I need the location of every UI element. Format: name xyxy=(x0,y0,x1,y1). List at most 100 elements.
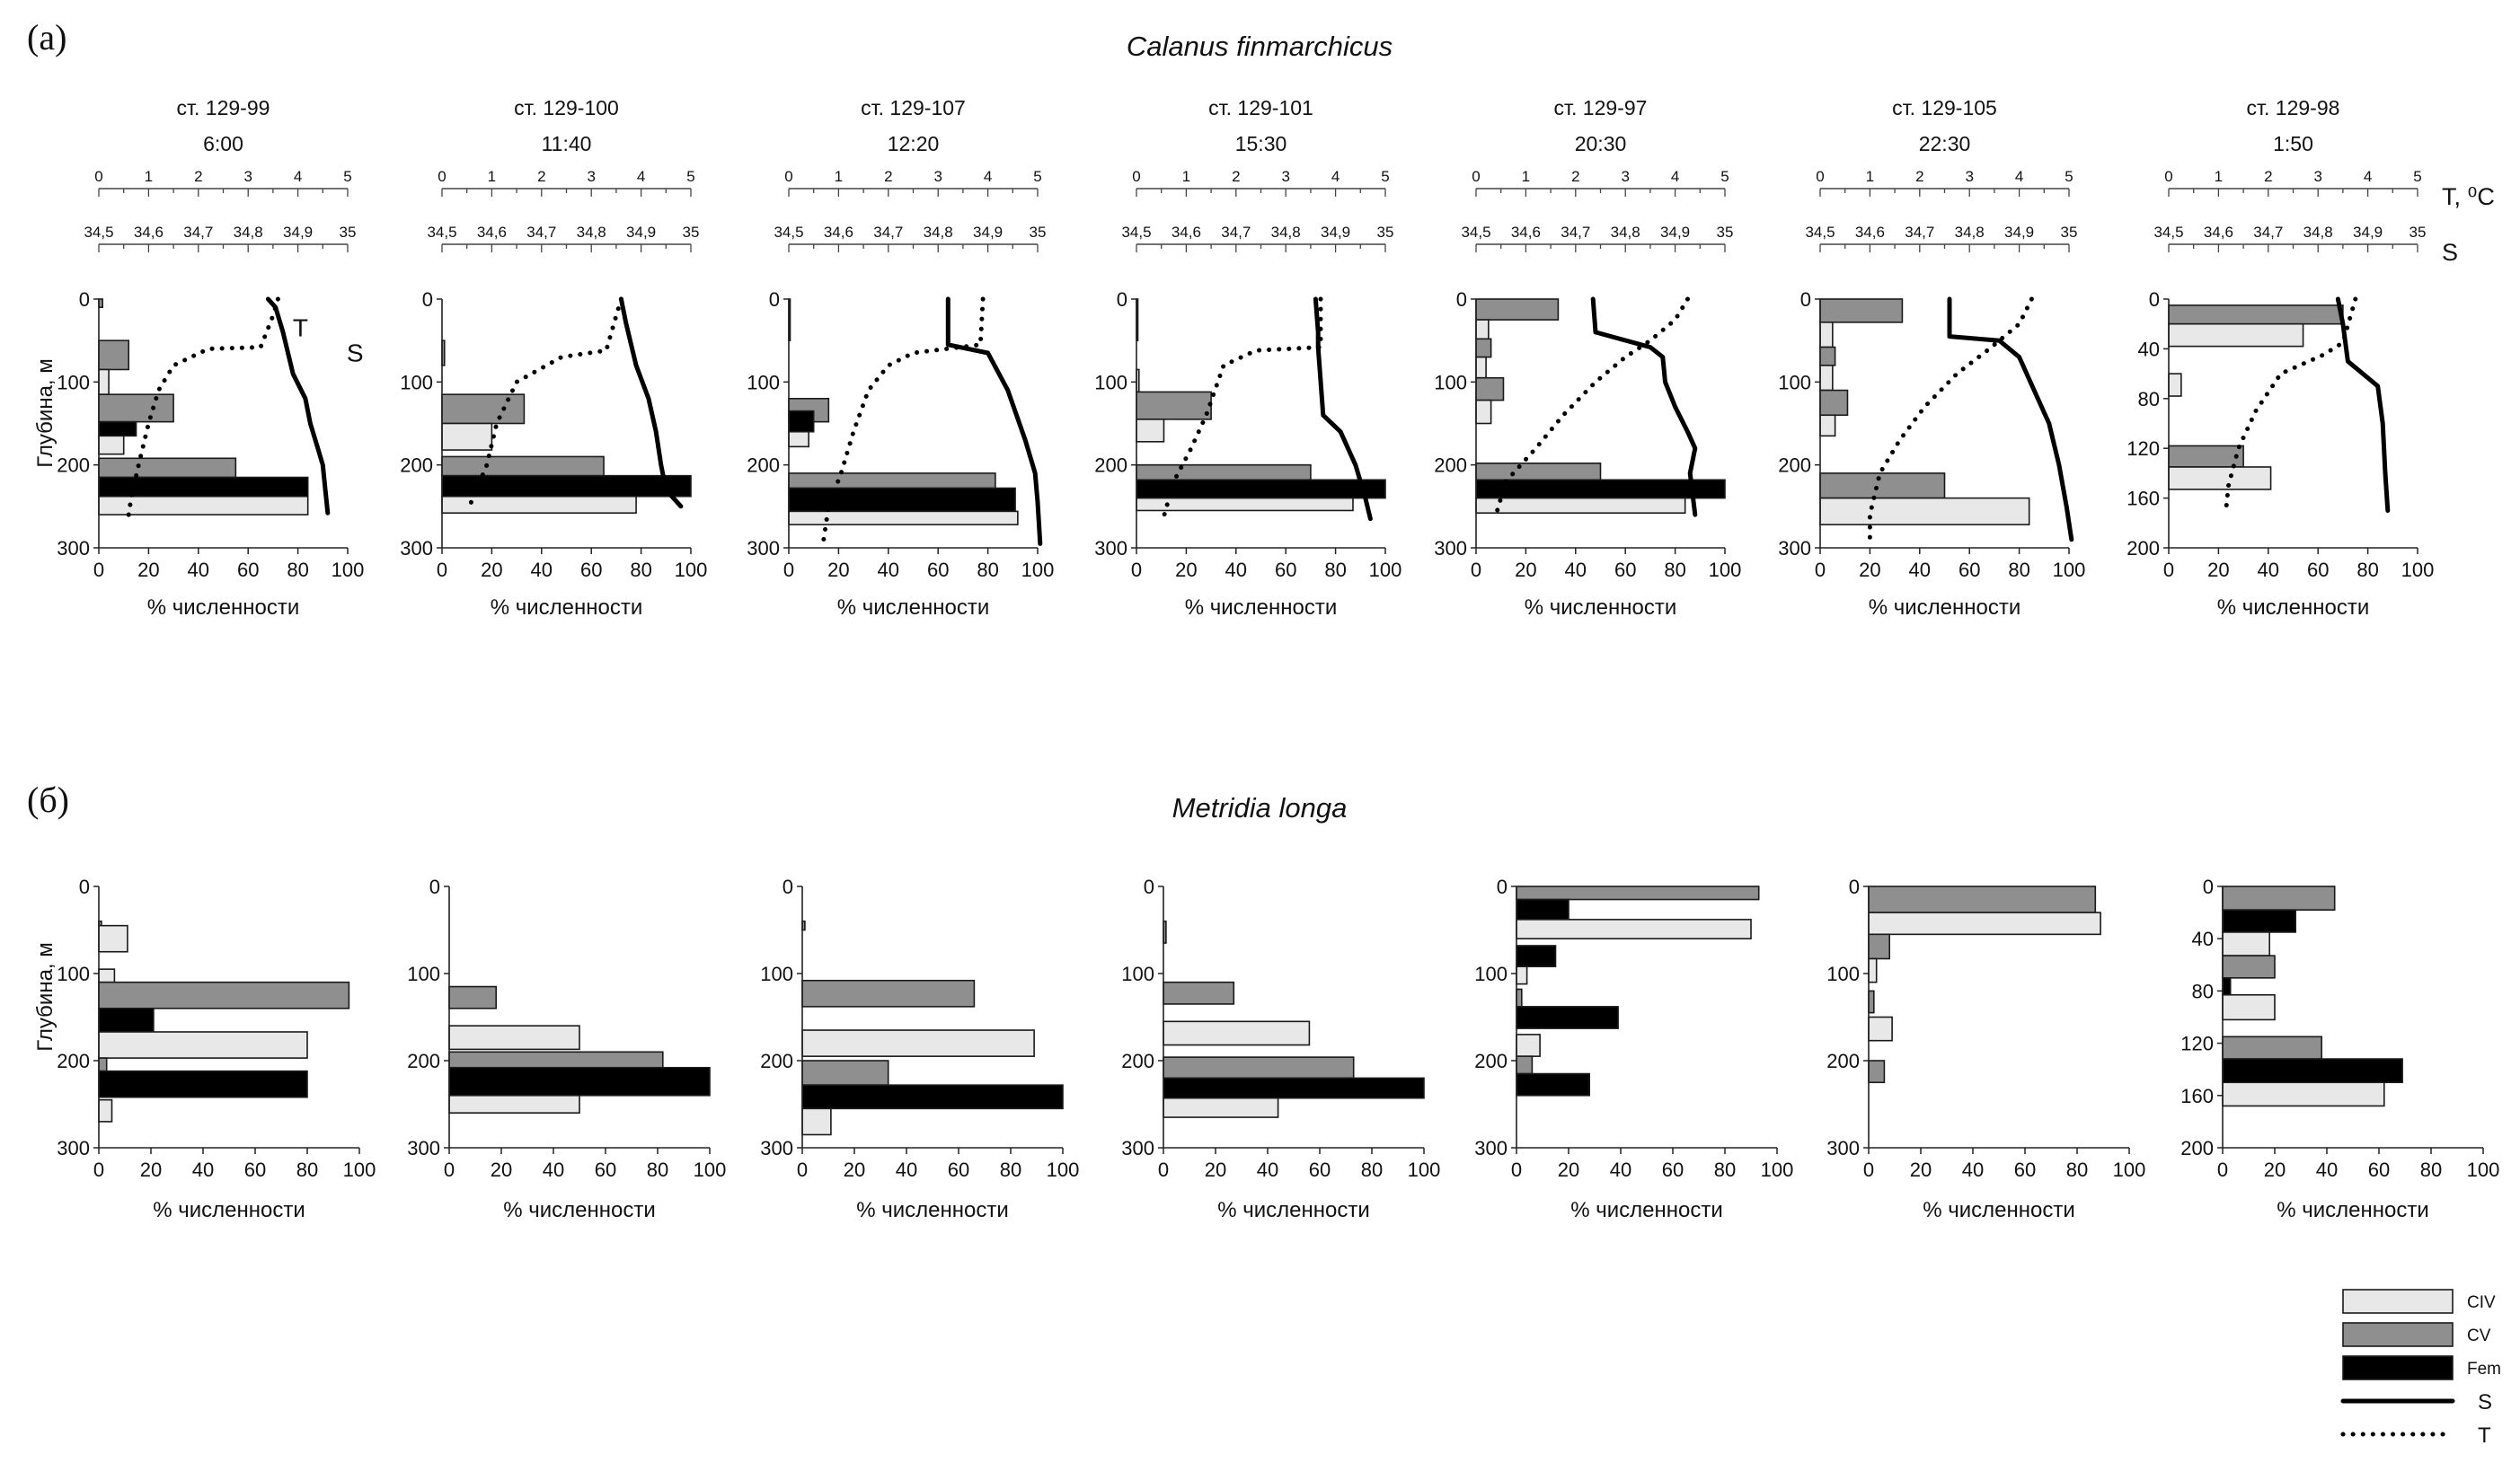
metridia-bar-fem-4 xyxy=(1163,1077,1425,1099)
salinity-scale-tick-label: 34,5 xyxy=(1121,224,1151,241)
calanus-x-axis-label: % численности xyxy=(491,595,643,620)
station-a-2: ст. 129-100 11:40 0 1 2 3 4 5 34,5 34,6 34,7 34,8 34… xyxy=(400,96,707,620)
salinity-scale-tick-label: 34,9 xyxy=(1660,224,1690,241)
temperature-scale-tick-label: 3 xyxy=(243,168,252,185)
calanus-y-tick-label: 100 xyxy=(1778,371,1811,393)
metridia-bar-cv-0 xyxy=(1868,886,2097,913)
calanus-bar-cv-3 xyxy=(441,455,605,477)
metridia-bar-cv-0 xyxy=(1516,886,1760,901)
calanus-y-tick-label: 100 xyxy=(57,371,90,393)
metridia-x-tick-label: 60 xyxy=(1662,1159,1684,1181)
calanus-y-tick-label: 300 xyxy=(747,537,780,560)
station-id-label: ст. 129-107 xyxy=(861,96,966,119)
metridia-y-tick-label: 0 xyxy=(429,876,440,898)
metridia-x-axis-label: % численности xyxy=(856,1198,1009,1222)
calanus-x-tick-label: 60 xyxy=(1614,559,1636,581)
panel-a-label: (а) xyxy=(27,17,66,57)
temperature-scale-tick-label: 5 xyxy=(2413,168,2421,185)
metridia-bar-civ-1 xyxy=(98,924,128,953)
calanus-bar-cv-6 xyxy=(1475,463,1602,481)
calanus-bar-cv-0 xyxy=(2168,304,2344,325)
calanus-y-tick-label: 0 xyxy=(1800,288,1811,311)
calanus-bar-fem-4 xyxy=(98,420,137,437)
metridia-bar-civ-8 xyxy=(98,1098,113,1123)
metridia-x-tick-label: 0 xyxy=(1158,1159,1169,1181)
legend-swatch-civ xyxy=(2342,1289,2454,1314)
metridia-x-tick-label: 20 xyxy=(1558,1159,1579,1181)
calanus-bar-civ-4 xyxy=(2168,466,2272,490)
temperature-scale-tick-label: 3 xyxy=(933,168,942,185)
depth-axis-label-b: Глубина, м xyxy=(33,942,57,1052)
calanus-bar-civ-5 xyxy=(1475,399,1492,425)
metridia-bar-fem-1 xyxy=(1516,898,1569,921)
calanus-bar-cv-4 xyxy=(1819,389,1849,417)
calanus-x-tick-label: 20 xyxy=(137,559,159,581)
salinity-scale-tick-label: 34,7 xyxy=(526,224,556,241)
legend-label: CIV xyxy=(2467,1293,2496,1312)
calanus-bar-cv-3 xyxy=(2168,445,2244,468)
salinity-scale-tick-label: 34,7 xyxy=(1905,224,1934,241)
metridia-y-tick-label: 300 xyxy=(1474,1137,1508,1159)
temperature-scale-tick-label: 0 xyxy=(1132,168,1140,185)
calanus-bar-civ-1 xyxy=(2168,322,2304,348)
calanus-x-tick-label: 40 xyxy=(878,559,899,581)
metridia-bar-cv-1 xyxy=(1163,981,1235,1005)
calanus-bar-cv-0 xyxy=(1475,298,1560,321)
calanus-x-tick-label: 40 xyxy=(188,559,209,581)
salinity-scale-tick-label: 34,9 xyxy=(283,224,313,241)
salinity-scale-tick-label: 34,9 xyxy=(1321,224,1350,241)
salinity-scale-tick-label: 34,6 xyxy=(1855,224,1885,241)
metridia-y-tick-label: 80 xyxy=(2192,980,2214,1002)
calanus-y-tick-label: 120 xyxy=(2127,437,2160,460)
calanus-bar-civ-3 xyxy=(1819,365,1834,392)
metridia-x-tick-label: 80 xyxy=(1361,1159,1383,1181)
calanus-x-tick-label: 40 xyxy=(531,559,553,581)
plots-group: ст. 129-99 6:00 0 1 2 3 4 5 34,5 34,6 34,7 34,8 34,9… xyxy=(57,96,2499,1222)
salinity-scale-tick-label: 34,8 xyxy=(1955,224,1985,241)
salinity-scale-tick-label: 35 xyxy=(1377,224,1394,241)
metridia-y-tick-label: 300 xyxy=(407,1137,440,1159)
metridia-x-tick-label: 0 xyxy=(444,1159,455,1181)
metridia-bar-fem-7 xyxy=(2222,1058,2403,1084)
metridia-x-tick-label: 0 xyxy=(93,1159,104,1181)
calanus-y-tick-label: 300 xyxy=(1434,537,1467,560)
metridia-y-tick-label: 200 xyxy=(2180,1137,2214,1159)
salinity-scale-tick-label: 34,8 xyxy=(924,224,953,241)
salinity-scale-tick-label: 35 xyxy=(340,224,357,241)
metridia-x-tick-label: 100 xyxy=(2113,1159,2146,1181)
calanus-y-tick-label: 200 xyxy=(1434,454,1467,477)
station-a-5: ст. 129-97 20:30 0 1 2 3 4 5 34,5 34,6 34,7 34,8 34,… xyxy=(1434,96,1741,620)
species-title-a: Calanus finmarchicus xyxy=(1127,31,1393,62)
annotation-s: S xyxy=(347,339,364,366)
calanus-x-tick-label: 40 xyxy=(1225,559,1247,581)
temperature-scale-tick-label: 2 xyxy=(1232,168,1240,185)
metridia-x-tick-label: 100 xyxy=(1761,1159,1794,1181)
calanus-bar-cv-1 xyxy=(441,393,526,425)
calanus-x-axis-label: % численности xyxy=(1185,595,1338,620)
legend: CIV CV Fem ST xyxy=(2340,1289,2501,1448)
legend-item-s: S xyxy=(2340,1390,2492,1415)
calanus-bar-civ-1 xyxy=(1475,319,1490,340)
metridia-x-tick-label: 60 xyxy=(595,1159,616,1181)
metridia-x-tick-label: 0 xyxy=(1511,1159,1522,1181)
calanus-y-tick-label: 100 xyxy=(1434,371,1467,393)
metridia-x-tick-label: 100 xyxy=(1408,1159,1441,1181)
temperature-scale-tick-label: 5 xyxy=(1720,168,1729,185)
metridia-y-tick-label: 100 xyxy=(1121,963,1154,985)
station-a-1: ст. 129-99 6:00 0 1 2 3 4 5 34,5 34,6 34,7 34,8 34,9… xyxy=(57,96,364,620)
calanus-x-tick-label: 100 xyxy=(1709,559,1742,581)
metridia-x-tick-label: 40 xyxy=(543,1159,564,1181)
station-t-profile xyxy=(467,296,623,509)
calanus-x-tick-label: 40 xyxy=(1565,559,1587,581)
metridia-bar-cv-2 xyxy=(1868,933,1891,960)
salinity-scale-tick-label: 34,8 xyxy=(1271,224,1301,241)
station-id-label: ст. 129-97 xyxy=(1554,96,1648,119)
calanus-y-tick-label: 200 xyxy=(57,454,90,477)
station-s-profile xyxy=(1313,296,1373,522)
calanus-bar-civ-1 xyxy=(1819,322,1834,348)
calanus-bar-cv-2 xyxy=(1819,346,1836,366)
legend-item-t: T xyxy=(2340,1423,2491,1448)
salinity-scale-tick-label: 34,9 xyxy=(973,224,1003,241)
